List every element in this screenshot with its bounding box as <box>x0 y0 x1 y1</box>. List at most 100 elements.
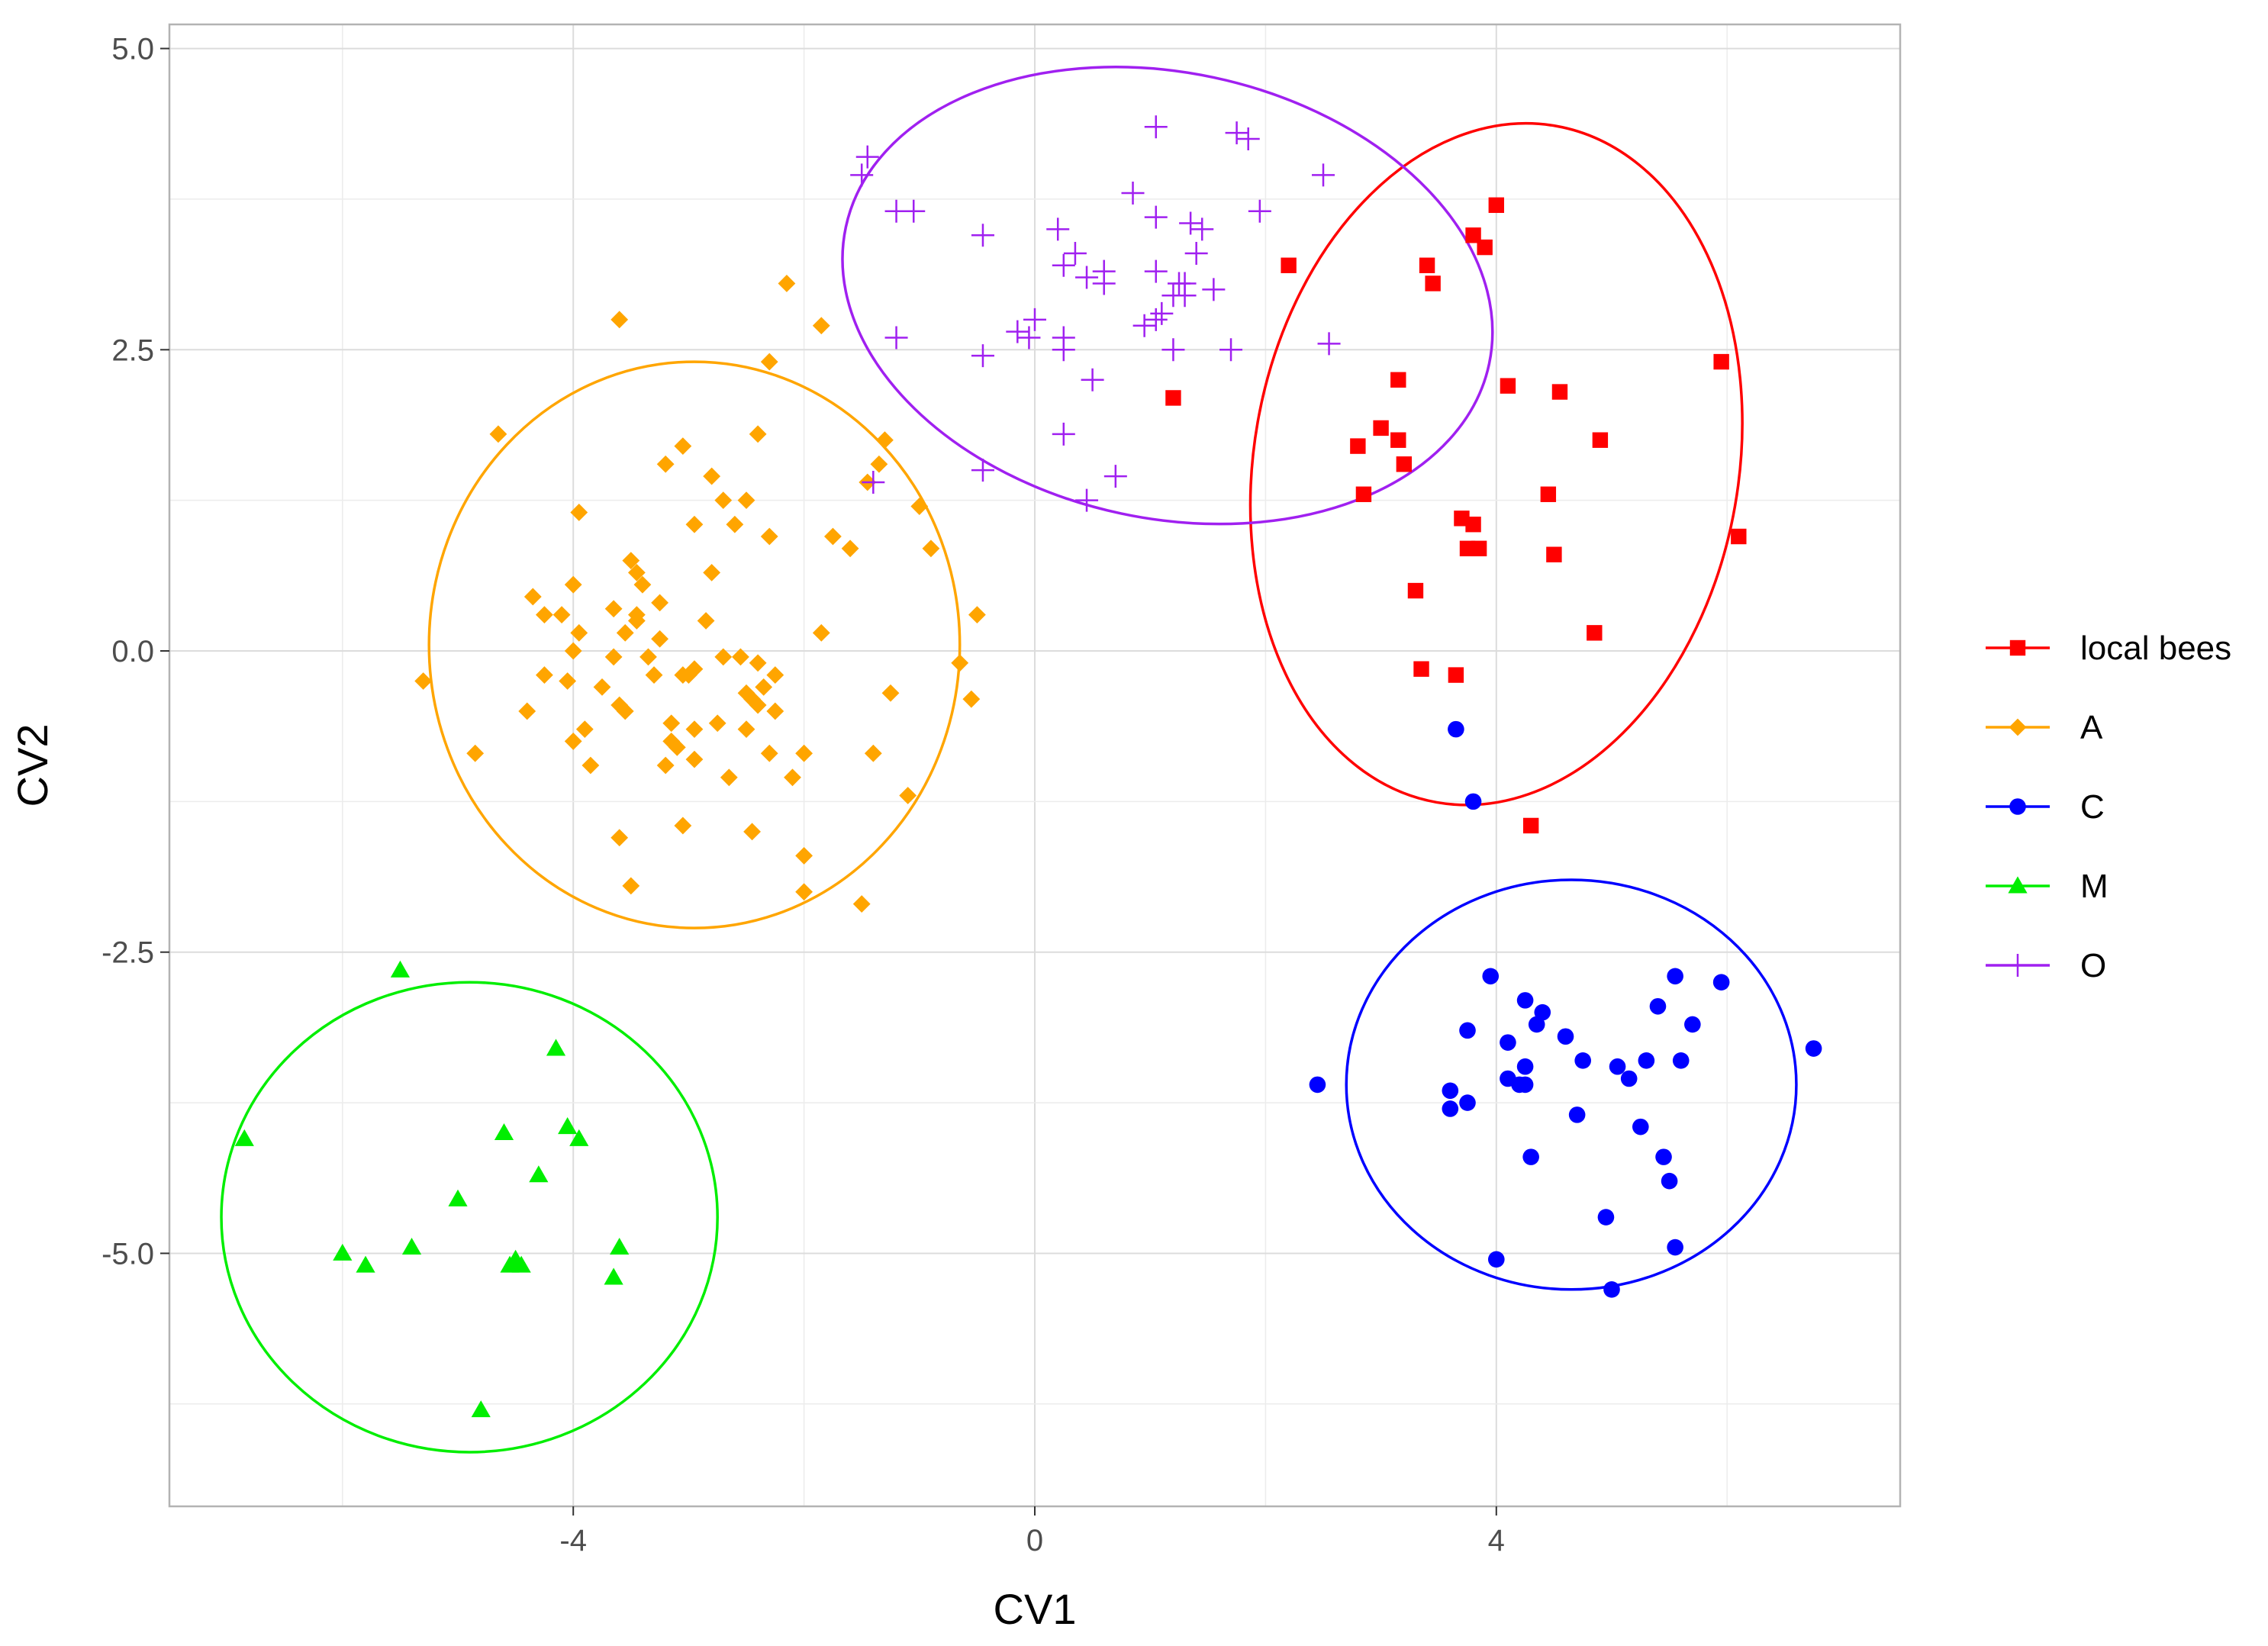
point-o <box>1052 253 1075 277</box>
point-o <box>971 224 994 247</box>
point-c <box>1448 720 1464 738</box>
point-m <box>356 1255 375 1273</box>
series-c <box>1309 720 1822 1298</box>
point-c <box>1574 1052 1591 1069</box>
point-local-bees <box>1390 372 1406 388</box>
point-a <box>581 756 600 775</box>
point-a <box>755 678 773 696</box>
point-o <box>862 470 885 494</box>
point-o <box>1317 332 1341 356</box>
point-a <box>685 720 704 739</box>
x-tick-label: -4 <box>559 1524 587 1557</box>
point-a <box>656 455 675 473</box>
point-a <box>466 744 485 762</box>
point-a <box>812 623 830 642</box>
point-a <box>899 787 917 804</box>
point-c <box>1459 1094 1476 1111</box>
y-axis-title: CV2 <box>8 724 56 807</box>
point-m <box>494 1123 514 1141</box>
point-o <box>1103 465 1127 488</box>
point-local-bees <box>1731 528 1747 545</box>
point-c <box>1522 1148 1539 1165</box>
point-a <box>708 714 726 733</box>
point-local-bees <box>1390 432 1406 448</box>
point-o <box>1161 284 1185 308</box>
point-c <box>1309 1076 1326 1094</box>
point-c <box>1712 974 1730 990</box>
legend-key-marker <box>2009 798 2026 815</box>
point-c <box>1557 1028 1574 1045</box>
point-a <box>726 515 744 533</box>
point-o <box>1248 199 1271 223</box>
point-c <box>1620 1070 1638 1087</box>
point-a <box>795 847 813 865</box>
point-o <box>1184 241 1208 265</box>
point-a <box>951 654 969 672</box>
point-local-bees <box>1407 582 1424 599</box>
point-a <box>622 877 640 895</box>
point-a <box>627 563 646 581</box>
legend-item-m: M <box>1986 868 2109 905</box>
point-o <box>971 459 994 482</box>
point-a <box>489 425 507 443</box>
point-local-bees <box>1350 438 1366 454</box>
point-a <box>570 504 588 521</box>
point-m <box>546 1039 566 1056</box>
point-local-bees <box>1281 257 1297 273</box>
point-m <box>448 1189 468 1206</box>
point-local-bees <box>1500 378 1516 394</box>
ellipse-a <box>427 360 962 929</box>
point-o <box>1081 368 1104 391</box>
point-c <box>1442 1082 1459 1100</box>
ellipse-c <box>1345 878 1798 1291</box>
point-c <box>1805 1040 1822 1057</box>
point-a <box>870 455 888 473</box>
point-a <box>922 540 940 558</box>
point-o <box>1121 182 1145 205</box>
y-tick-label: -2.5 <box>101 936 154 970</box>
ellipse-m <box>220 981 719 1454</box>
point-c <box>1568 1106 1586 1123</box>
legend-label: A <box>2080 709 2103 746</box>
point-a <box>737 491 755 510</box>
point-a <box>639 648 657 666</box>
point-local-bees <box>1419 257 1435 273</box>
point-o <box>1190 217 1214 241</box>
point-o <box>1236 127 1260 150</box>
point-a <box>824 527 842 546</box>
point-local-bees <box>1373 420 1389 436</box>
point-a <box>604 600 623 618</box>
point-o <box>1219 338 1243 362</box>
point-local-bees <box>1413 661 1429 677</box>
point-a <box>536 666 553 684</box>
series-m <box>234 960 630 1418</box>
point-a <box>760 353 778 371</box>
point-o <box>1075 488 1099 512</box>
point-c <box>1528 1016 1545 1033</box>
point-a <box>812 317 830 335</box>
point-o <box>1144 205 1168 229</box>
legend-item-c: C <box>1986 788 2105 826</box>
point-a <box>604 648 623 666</box>
legend-key-marker <box>2006 954 2029 977</box>
x-tick-label: 4 <box>1488 1524 1505 1557</box>
point-a <box>564 642 582 660</box>
point-o <box>850 163 874 187</box>
point-a <box>674 817 692 835</box>
point-o <box>1063 241 1087 265</box>
legend-key-marker <box>2008 876 2028 894</box>
point-a <box>593 678 611 696</box>
point-a <box>841 540 859 558</box>
point-a <box>749 696 767 714</box>
point-c <box>1638 1052 1655 1069</box>
point-c <box>1516 1076 1534 1094</box>
point-o <box>1052 338 1075 362</box>
point-o <box>1161 338 1185 362</box>
point-a <box>662 714 681 733</box>
point-a <box>564 733 582 750</box>
point-a <box>743 823 761 841</box>
point-c <box>1672 1052 1690 1069</box>
point-o <box>971 344 994 368</box>
point-o <box>1202 278 1226 301</box>
point-c <box>1603 1281 1620 1298</box>
